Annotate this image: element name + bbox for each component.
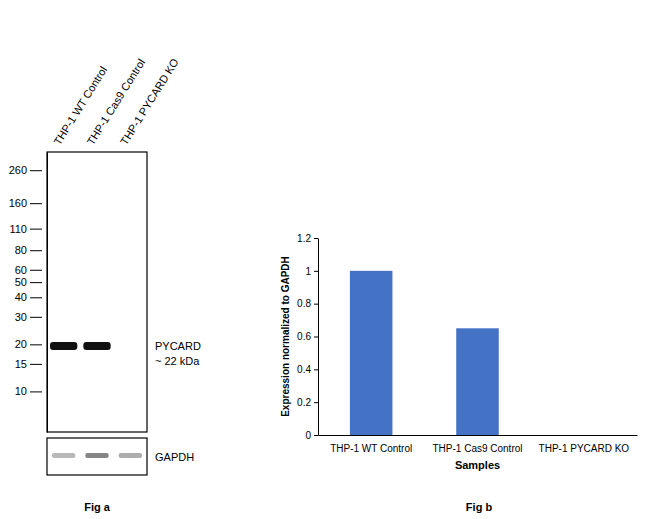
- tick: 1.2: [297, 233, 318, 244]
- tick: 10: [15, 385, 42, 397]
- tick-label: 60: [15, 264, 27, 276]
- caption: Fig b: [466, 501, 493, 513]
- tick-mark: [30, 170, 42, 171]
- tick-mark: [30, 250, 42, 251]
- tick: 50: [15, 276, 42, 288]
- tick-mark: [30, 391, 42, 392]
- tick-label: 1: [305, 266, 311, 277]
- tick-mark: [30, 229, 42, 230]
- control-band: [52, 453, 75, 458]
- marker-axis: 260 160 110 80 6050 40 30 20 15 10: [9, 153, 48, 433]
- lane-label: THP-1 Cas9 Control: [85, 57, 148, 147]
- tick-label: 110: [9, 223, 27, 235]
- band-name: PYCARD: [155, 340, 201, 352]
- tick-mark: [30, 344, 42, 345]
- tick-mark: [30, 297, 42, 298]
- tick-mark: [30, 203, 42, 204]
- tick: THP-1 PYCARD KO: [539, 435, 630, 454]
- tick: 40: [15, 291, 42, 303]
- lane-label: THP-1 PYCARD KO: [118, 56, 181, 147]
- tick-mark: [30, 317, 42, 318]
- tick: THP-1 Cas9 Control: [432, 435, 522, 454]
- tick-mark: [314, 304, 318, 305]
- tick-label: 0.8: [297, 298, 311, 309]
- tick: 0.6: [297, 331, 318, 342]
- bars: [350, 271, 499, 435]
- tick-label: 80: [15, 244, 27, 256]
- tick: 0: [305, 430, 318, 441]
- tick-label: 10: [15, 385, 27, 397]
- tick-label: 1.2: [297, 233, 311, 244]
- tick-label: 0: [305, 430, 311, 441]
- caption: Fig a: [84, 501, 111, 513]
- x-axis-title: Samples: [455, 459, 500, 471]
- tick-mark: [30, 364, 42, 365]
- bar: [563, 435, 606, 436]
- tick-label: 0.6: [297, 331, 311, 342]
- axis-line: [47, 153, 48, 433]
- axis-line: [318, 239, 319, 436]
- blot-frame: [47, 152, 147, 432]
- tick: 0.2: [297, 397, 318, 408]
- tick-label: 260: [9, 164, 27, 176]
- tick-mark: [314, 435, 318, 436]
- tick: 0.4: [297, 364, 318, 375]
- y-axis: 0 0.2 0.4 0.6 0.8 1 1.2: [297, 233, 318, 441]
- bar: [350, 271, 393, 435]
- band-size: ~ 22 kDa: [155, 355, 200, 367]
- x-axis: THP-1 WT Control THP-1 Cas9 Control THP-1 …: [319, 435, 638, 454]
- bar: [456, 328, 499, 435]
- tick-mark: [314, 271, 318, 272]
- tick-label: 0.2: [297, 397, 311, 408]
- bands: [50, 342, 144, 350]
- figure: 2601601108060504030201510THP-1 WT Contro…: [0, 0, 650, 519]
- tick-label: 160: [9, 197, 27, 209]
- tick: 260: [9, 164, 42, 176]
- band: [50, 342, 77, 350]
- tick-label: THP-1 Cas9 Control: [432, 443, 522, 454]
- tick-label: 50: [15, 276, 27, 288]
- tick-mark: [314, 238, 318, 239]
- band: [117, 342, 144, 350]
- tick-label: 15: [15, 358, 27, 370]
- tick: 160: [9, 197, 42, 209]
- tick: 30: [15, 311, 42, 323]
- control-bands: [52, 453, 142, 458]
- tick: 1: [305, 266, 318, 277]
- tick: 0.8: [297, 298, 318, 309]
- tick-label: 40: [15, 291, 27, 303]
- tick: 15: [15, 358, 42, 370]
- tick-label: THP-1 WT Control: [330, 443, 412, 454]
- tick: 60: [15, 264, 42, 276]
- tick: 80: [15, 244, 42, 256]
- tick-label: 30: [15, 311, 27, 323]
- tick: 110: [9, 223, 42, 235]
- tick-label: 20: [15, 338, 27, 350]
- tick: THP-1 WT Control: [330, 435, 412, 454]
- tick-label: 0.4: [297, 364, 311, 375]
- axis-line: [319, 435, 638, 436]
- tick-mark: [314, 369, 318, 370]
- tick-label: THP-1 PYCARD KO: [539, 443, 630, 454]
- control-frame: [47, 438, 147, 475]
- tick-mark: [314, 402, 318, 403]
- band: [83, 342, 110, 350]
- control-name: GAPDH: [155, 451, 194, 463]
- tick: 20: [15, 338, 42, 350]
- tick-mark: [30, 270, 42, 271]
- y-axis-title: Expression normalized to GAPDH: [280, 256, 291, 417]
- tick-mark: [314, 337, 318, 338]
- control-band: [119, 453, 142, 458]
- tick-mark: [30, 282, 42, 283]
- control-band: [85, 453, 108, 458]
